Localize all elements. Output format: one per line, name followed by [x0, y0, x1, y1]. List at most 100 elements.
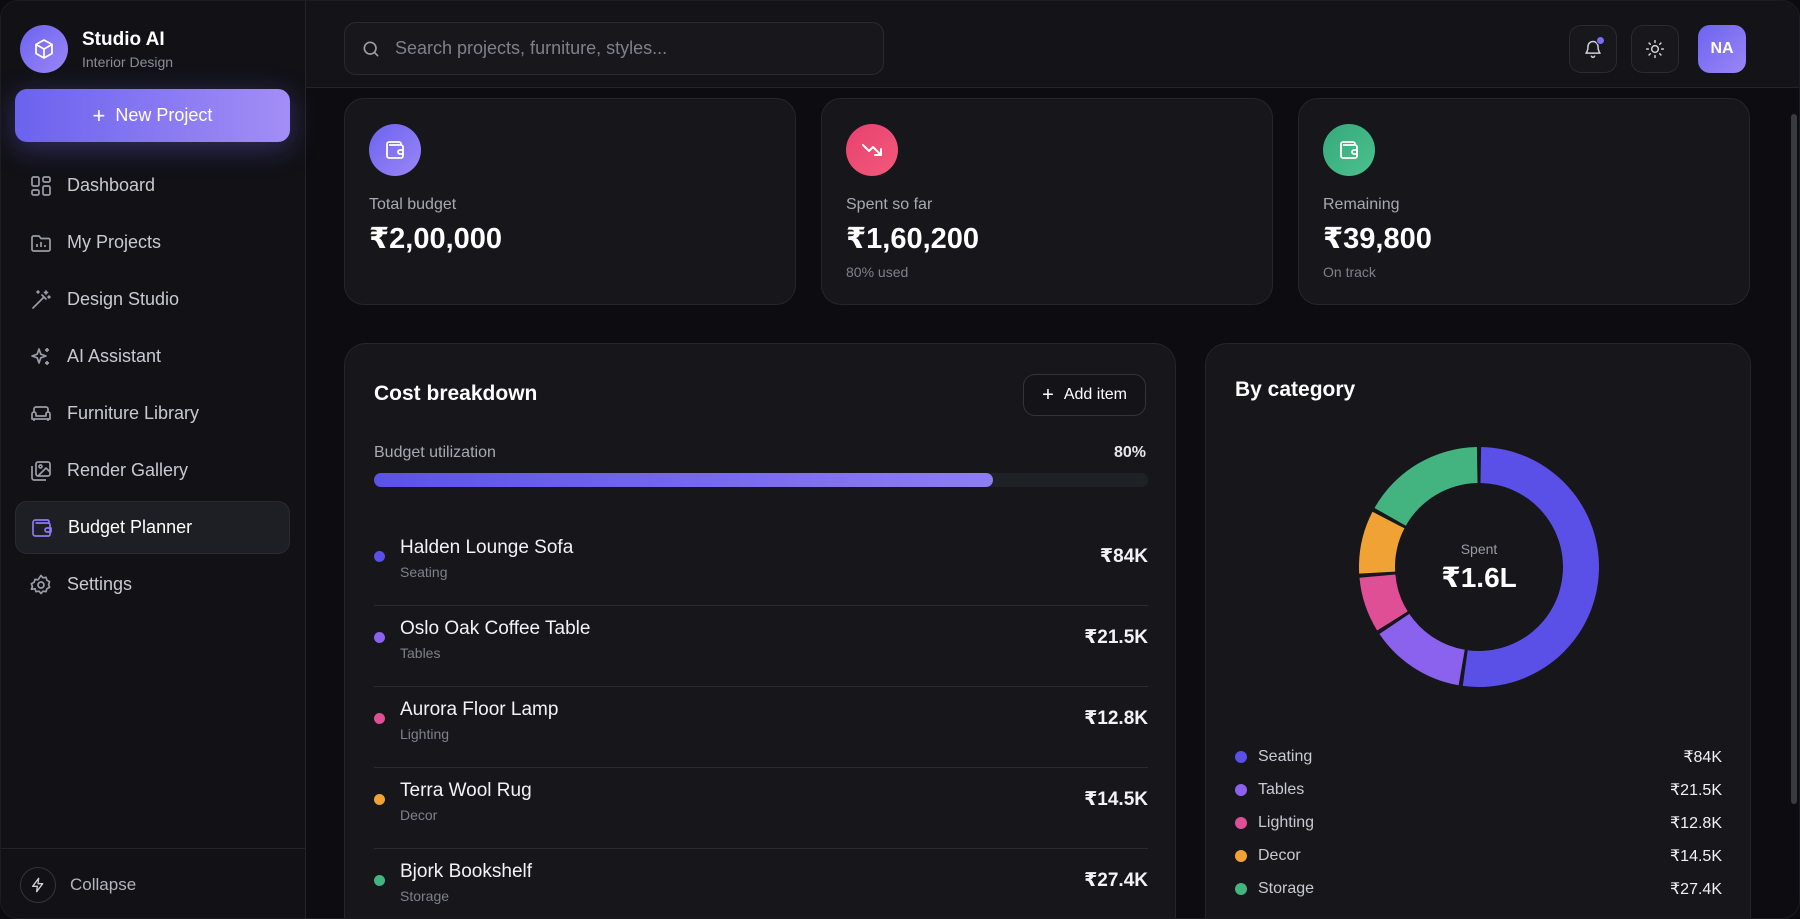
category-dot — [374, 632, 385, 643]
item-category: Decor — [400, 807, 438, 823]
theme-toggle-button[interactable] — [1631, 25, 1679, 73]
search-icon — [363, 41, 379, 57]
item-name: Halden Lounge Sofa — [400, 537, 574, 558]
add-item-button[interactable]: + Add item — [1023, 374, 1146, 416]
sidebar-nav: Dashboard My Projects Design Studio — [15, 159, 290, 615]
list-item[interactable]: Bjork Bookshelf Storage ₹27.4K — [374, 849, 1148, 918]
item-category: Seating — [400, 564, 448, 580]
list-item[interactable]: Terra Wool Rug Decor ₹14.5K — [374, 768, 1148, 849]
donut-slice-lighting[interactable] — [1359, 574, 1408, 631]
panel-title: Cost breakdown — [374, 382, 538, 405]
stat-card-remaining: Remaining ₹39,800 On track — [1298, 98, 1750, 305]
bolt-icon[interactable] — [20, 866, 56, 903]
donut-slice-seating[interactable] — [1462, 447, 1599, 687]
legend-value: ₹12.8K — [1670, 814, 1722, 832]
folder-icon — [31, 234, 51, 252]
utilization-progress-fill — [374, 473, 994, 487]
stat-value: ₹1,60,200 — [846, 223, 980, 255]
category-panel: By category Spent ₹1.6L Seating ₹84K Tab… — [1205, 343, 1751, 918]
item-category: Storage — [400, 888, 450, 904]
category-dot — [374, 713, 385, 724]
sidebar-item-my-projects[interactable]: My Projects — [15, 216, 290, 269]
stat-value: ₹39,800 — [1323, 223, 1432, 255]
sidebar-item-furniture-library[interactable]: Furniture Library — [15, 387, 290, 440]
item-cost: ₹14.5K — [1084, 789, 1148, 810]
sidebar: Studio AI Interior Design + New Project … — [1, 1, 306, 918]
legend-name: Decor — [1258, 846, 1301, 864]
donut-chart — [1359, 447, 1599, 687]
utilization-progress-bar — [374, 473, 1148, 487]
legend-value: ₹84K — [1683, 748, 1722, 766]
item-name: Terra Wool Rug — [400, 780, 532, 801]
sidebar-item-ai-assistant[interactable]: AI Assistant — [15, 330, 290, 383]
donut-slice-tables[interactable] — [1379, 613, 1465, 686]
chart-title: By category — [1235, 378, 1356, 401]
legend-entry-seating: Seating ₹84K — [1235, 740, 1722, 773]
donut-center-value: ₹1.6L — [1441, 561, 1517, 593]
legend-entry-lighting: Lighting ₹12.8K — [1235, 806, 1722, 839]
list-item[interactable]: Oslo Oak Coffee Table Tables ₹21.5K — [374, 606, 1148, 687]
sun-icon — [1645, 39, 1665, 59]
avatar[interactable]: NA — [1698, 25, 1746, 73]
sidebar-item-label: Settings — [67, 574, 133, 594]
legend-name: Storage — [1258, 879, 1315, 897]
sidebar-item-label: Design Studio — [67, 289, 180, 309]
collapse-control[interactable]: Collapse — [1, 848, 305, 918]
sidebar-item-render-gallery[interactable]: Render Gallery — [15, 444, 290, 497]
collapse-label: Collapse — [70, 874, 137, 894]
sidebar-item-label: My Projects — [67, 232, 162, 252]
sidebar-item-label: Dashboard — [67, 175, 156, 195]
trending-down-icon — [846, 124, 898, 176]
stat-note: On track — [1323, 264, 1376, 280]
search-input[interactable] — [395, 38, 855, 59]
list-item[interactable]: Halden Lounge Sofa Seating ₹84K — [374, 525, 1148, 606]
wallet-icon — [369, 124, 421, 176]
item-category: Lighting — [400, 726, 450, 742]
legend-dot — [1235, 816, 1247, 829]
bell-icon — [1585, 40, 1601, 59]
sidebar-item-label: Render Gallery — [67, 460, 189, 480]
sidebar-item-settings[interactable]: Settings — [15, 558, 290, 611]
item-cost: ₹27.4K — [1084, 870, 1148, 891]
notifications-button[interactable] — [1569, 25, 1617, 73]
cost-item-list: Halden Lounge Sofa Seating ₹84K Oslo Oak… — [374, 525, 1148, 918]
donut-center: Spent ₹1.6L — [1359, 447, 1599, 687]
donut-center-label: Spent — [1460, 540, 1498, 557]
utilization-percent: 80% — [1113, 444, 1146, 461]
sidebar-item-dashboard[interactable]: Dashboard — [15, 159, 290, 212]
legend-dot — [1235, 783, 1247, 796]
category-dot — [374, 794, 385, 805]
item-cost: ₹12.8K — [1084, 708, 1148, 729]
search-bar[interactable] — [344, 22, 884, 75]
legend-entry-decor: Decor ₹14.5K — [1235, 839, 1722, 872]
sidebar-item-design-studio[interactable]: Design Studio — [15, 273, 290, 326]
item-name: Oslo Oak Coffee Table — [400, 618, 591, 639]
brand-name: Studio AI — [82, 28, 165, 50]
stat-label: Total budget — [369, 196, 457, 213]
list-item[interactable]: Aurora Floor Lamp Lighting ₹12.8K — [374, 687, 1148, 768]
sparkles-icon — [31, 347, 49, 365]
legend-value: ₹14.5K — [1670, 847, 1722, 865]
topbar: NA — [306, 1, 1799, 88]
item-cost: ₹84K — [1099, 546, 1148, 567]
new-project-button[interactable]: + New Project — [15, 89, 290, 142]
legend-entry-tables: Tables ₹21.5K — [1235, 773, 1722, 806]
legend-value: ₹27.4K — [1670, 880, 1722, 898]
cube-icon — [20, 25, 68, 73]
item-cost: ₹21.5K — [1084, 627, 1148, 648]
sidebar-item-budget-planner[interactable]: Budget Planner — [15, 501, 290, 554]
item-name: Aurora Floor Lamp — [400, 699, 559, 720]
legend-name: Tables — [1258, 780, 1305, 798]
wand-icon — [32, 289, 51, 309]
donut-slice-storage[interactable] — [1374, 447, 1478, 526]
sidebar-item-label: Budget Planner — [68, 517, 193, 537]
wallet-icon — [32, 518, 52, 537]
plus-icon: + — [92, 102, 106, 128]
legend-name: Lighting — [1258, 813, 1315, 831]
utilization-label: Budget utilization — [374, 444, 496, 461]
category-dot — [374, 551, 385, 562]
donut-slice-decor[interactable] — [1359, 511, 1405, 574]
brand[interactable]: Studio AI Interior Design — [20, 25, 173, 73]
scrollbar[interactable] — [1791, 114, 1797, 804]
